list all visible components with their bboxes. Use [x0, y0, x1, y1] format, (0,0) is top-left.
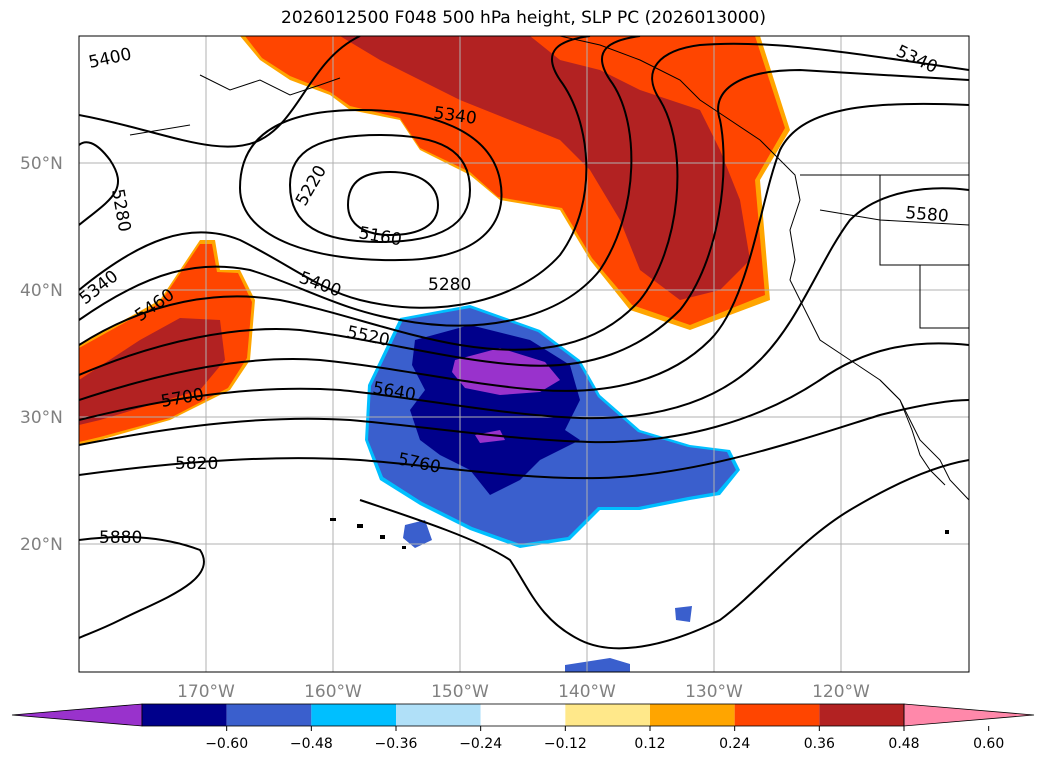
colorbar-extend-low: [11, 703, 143, 727]
colorbar-swatch: [142, 704, 227, 726]
contour-label: 5340: [893, 41, 941, 77]
colorbar-swatch: [396, 704, 481, 726]
height-contours: [79, 36, 969, 650]
lon-label: 170°W: [177, 682, 235, 702]
contour-label: 5580: [905, 203, 950, 227]
contour-label: 5820: [175, 454, 218, 474]
contour-label: 5280: [107, 187, 134, 233]
colorbar-tick-label: 0.36: [804, 736, 835, 752]
colorbar: −0.60 −0.48 −0.36 −0.24 −0.12 0.12 0.24 0.36 0.4…: [11, 703, 1035, 752]
latitude-labels: 50°N 40°N 30°N 20°N: [20, 154, 63, 555]
colorbar-tick-label: −0.36: [375, 736, 418, 752]
coastlines: [129, 36, 969, 501]
lon-label: 120°W: [812, 682, 870, 702]
islands: [330, 518, 949, 549]
lat-label: 40°N: [20, 281, 63, 301]
lon-label: 130°W: [685, 682, 743, 702]
colorbar-extend-high: [903, 703, 1035, 727]
colorbar-tick-label: −0.24: [459, 736, 502, 752]
colorbar-swatch: [565, 704, 650, 726]
colorbar-tick-label: 0.48: [888, 736, 919, 752]
lat-label: 20°N: [20, 535, 63, 555]
colorbar-tick-label: −0.60: [205, 736, 248, 752]
colorbar-tick-label: 0.12: [634, 736, 665, 752]
map-title: 2026012500 F048 500 hPa height, SLP PC (…: [281, 8, 766, 28]
colorbar-swatch: [819, 704, 904, 726]
colorbar-tick-label: −0.12: [544, 736, 587, 752]
contour-label: 5160: [357, 223, 403, 250]
longitude-labels: 170°W 160°W 150°W 140°W 130°W 120°W: [177, 682, 870, 702]
colorbar-swatch: [226, 704, 312, 726]
contour-label: 5880: [99, 528, 142, 548]
map-frame: [78, 35, 970, 673]
map-area: 5400 5340 5340 5280 5220 5160 5580 5340 …: [76, 36, 969, 672]
contour-label: 5400: [87, 44, 133, 73]
colorbar-swatch: [650, 704, 735, 726]
lat-label: 30°N: [20, 408, 63, 428]
contour-label: 5340: [76, 267, 122, 309]
lon-label: 140°W: [558, 682, 616, 702]
contour-label: 5280: [428, 275, 471, 295]
contour-label: 5220: [292, 162, 331, 209]
lon-label: 150°W: [431, 682, 489, 702]
colorbar-swatch: [480, 704, 566, 726]
lat-label: 50°N: [20, 154, 63, 174]
colorbar-swatch: [311, 704, 396, 726]
lon-label: 160°W: [304, 682, 362, 702]
colorbar-tick-label: 0.60: [973, 736, 1004, 752]
colorbar-tick-label: −0.48: [290, 736, 333, 752]
colorbar-tick-label: 0.24: [719, 736, 750, 752]
colorbar-frame: [141, 703, 905, 727]
colorbar-swatch: [734, 704, 820, 726]
